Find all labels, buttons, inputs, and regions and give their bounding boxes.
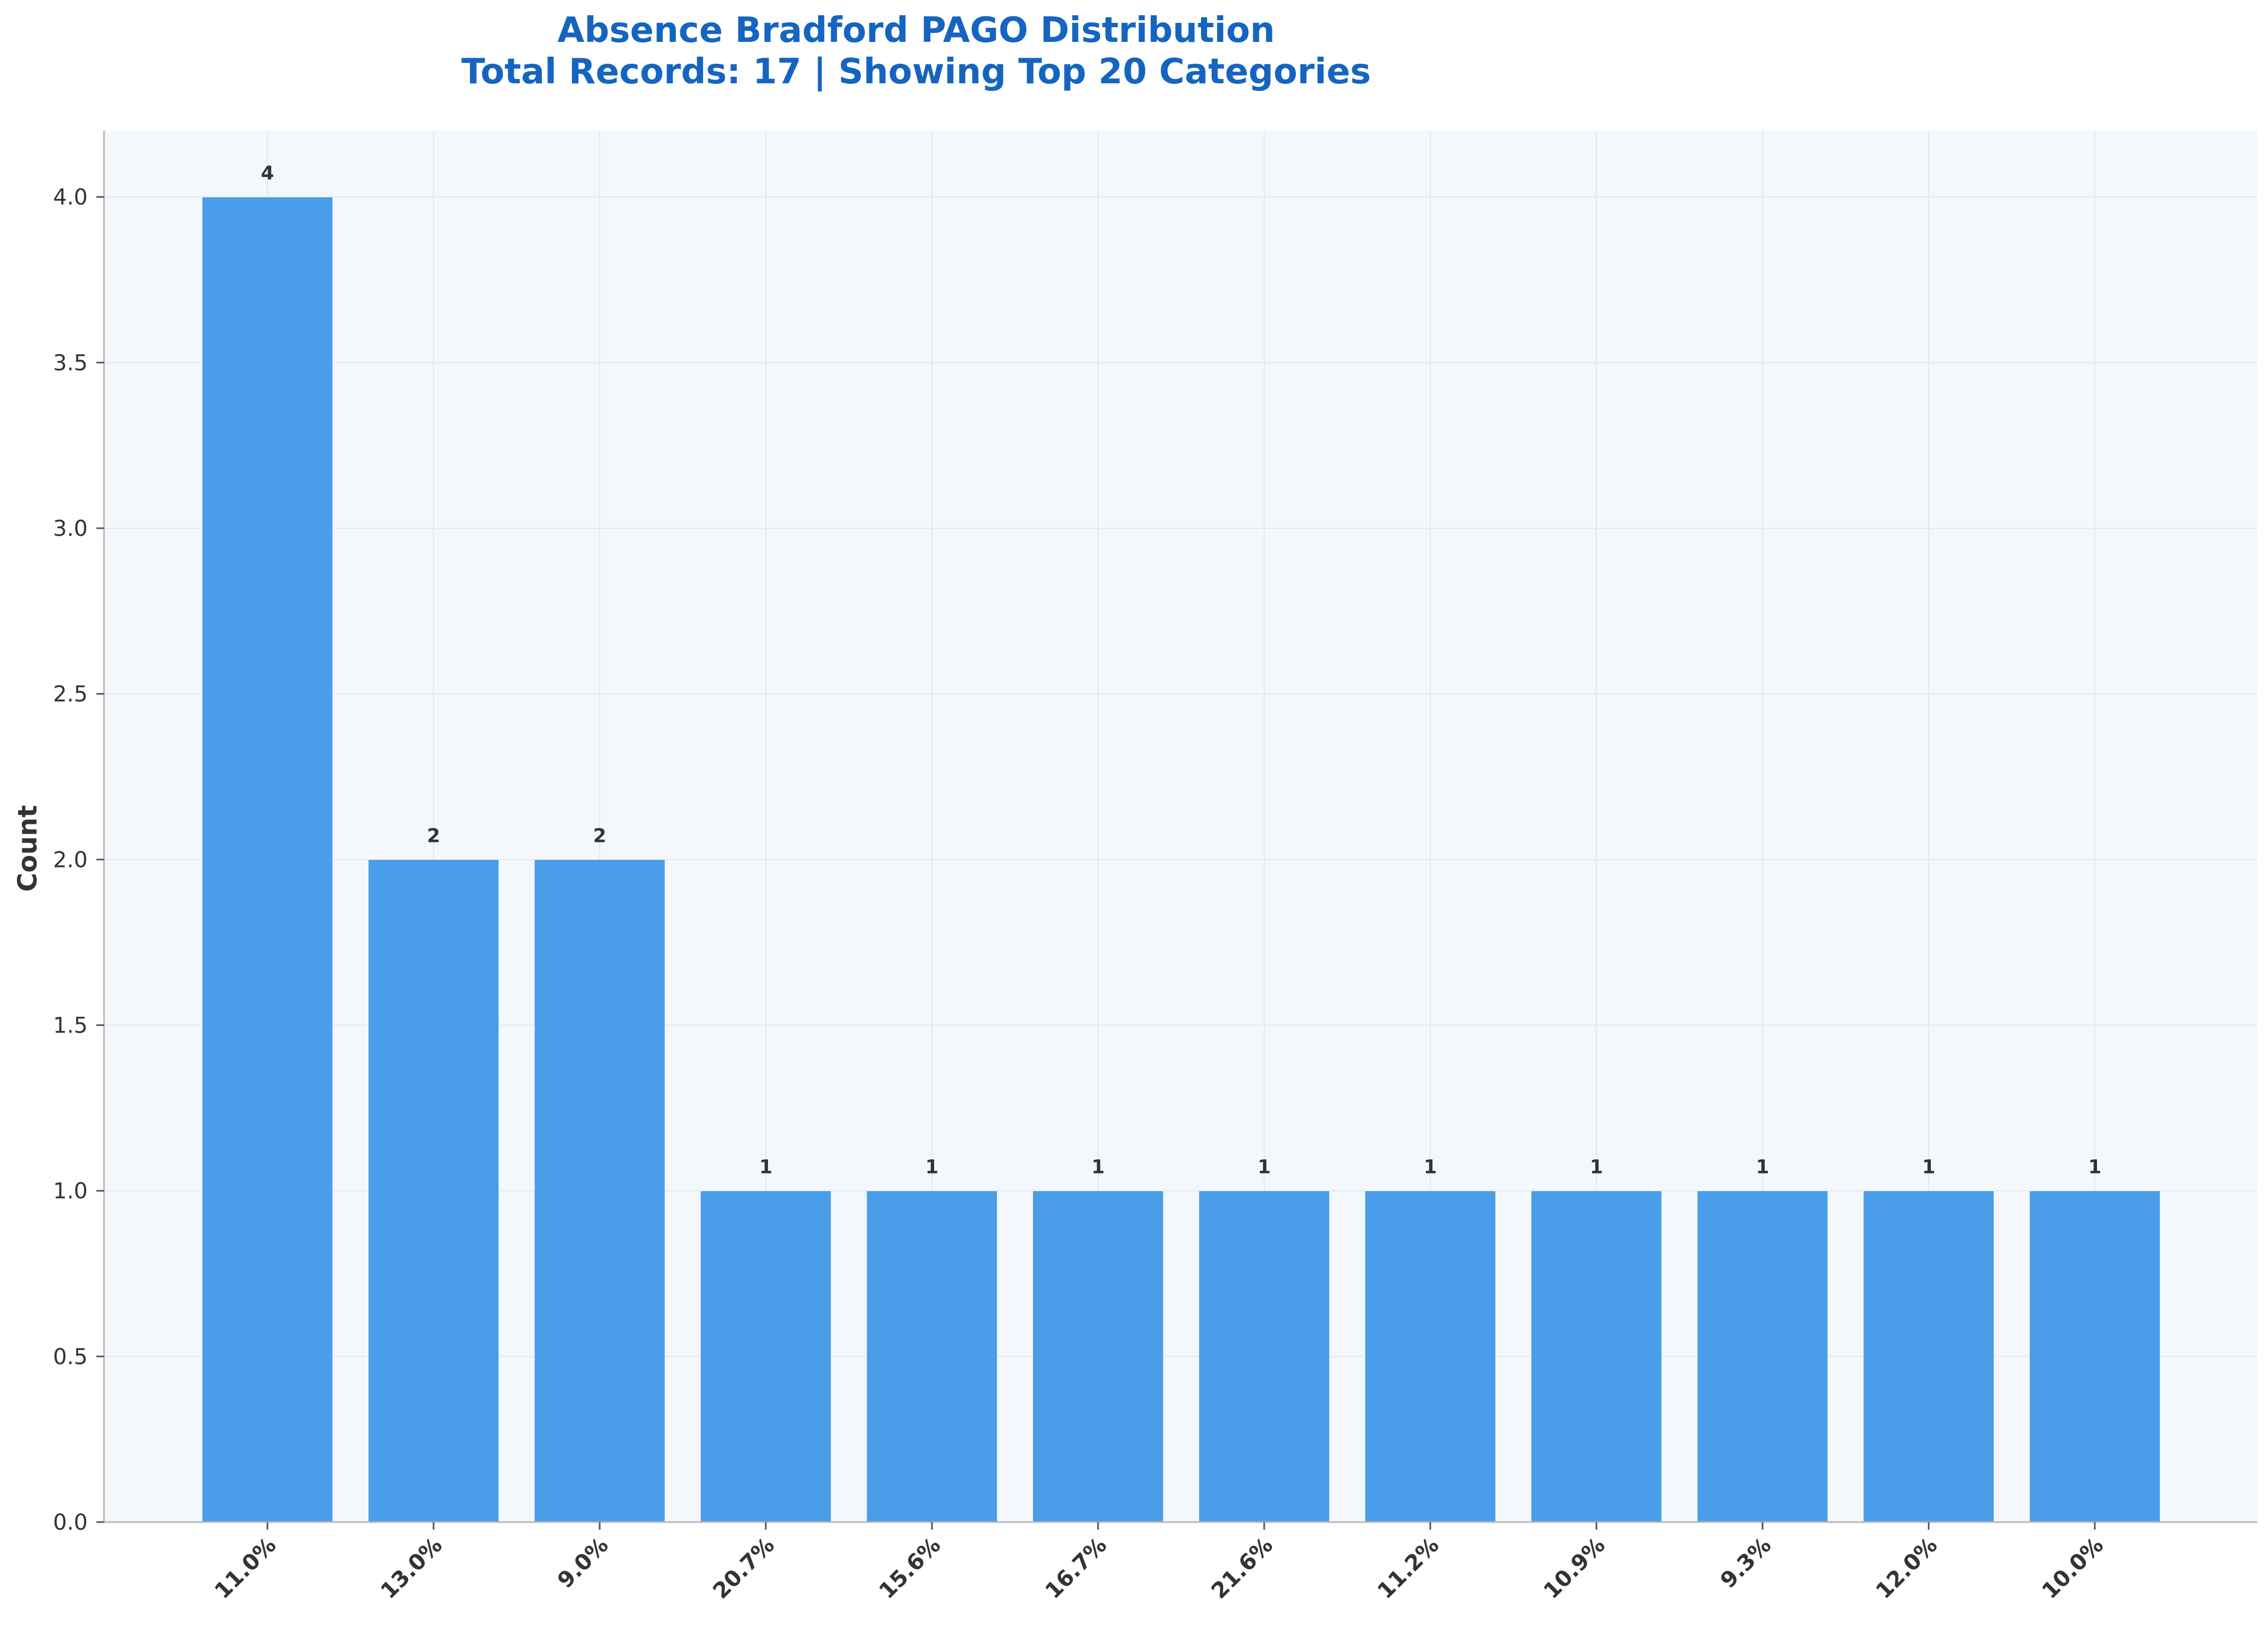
x-tick-label: 20.7% [708, 1533, 779, 1604]
bar [866, 1190, 998, 1523]
bar-value-label: 1 [1424, 1157, 1437, 1178]
bar [1531, 1190, 1662, 1523]
bar-value-label: 2 [427, 825, 440, 847]
x-tick-label: 16.7% [1040, 1533, 1112, 1604]
bar [368, 859, 499, 1523]
bar-value-label: 1 [1756, 1157, 1769, 1178]
bar-value-label: 4 [261, 163, 274, 185]
x-tick-label: 10.9% [1539, 1533, 1610, 1604]
y-tick-label: 3.5 [53, 351, 88, 376]
chart-subtitle: Total Records: 17 | Showing Top 20 Categ… [461, 52, 1371, 92]
x-tick-label: 15.6% [874, 1533, 946, 1604]
y-ticks: 0.0 0.5 1.0 1.5 2.0 2.5 3.0 3.5 4.0 [53, 185, 104, 1535]
y-tick-label: 2.5 [53, 682, 88, 707]
bar [700, 1190, 832, 1523]
bar-value-label: 1 [759, 1157, 772, 1178]
bar-value-label: 1 [1590, 1157, 1603, 1178]
bar-value-label: 1 [2088, 1157, 2101, 1178]
bar [1697, 1190, 1828, 1523]
bar-value-label: 1 [1258, 1157, 1271, 1178]
bar-value-labels: 4 2 2 1 1 1 1 1 1 1 1 1 [261, 163, 2101, 1178]
bar [202, 197, 333, 1523]
x-tick-label: 9.0% [553, 1533, 613, 1593]
x-tick-label: 11.0% [210, 1533, 281, 1604]
y-tick-label: 2.0 [53, 847, 88, 872]
y-tick-label: 0.0 [53, 1510, 88, 1535]
x-tick-label: 10.0% [2037, 1533, 2108, 1604]
chart-title: Absence Bradford PAGO Distribution [557, 10, 1275, 51]
bar [1032, 1190, 1164, 1523]
x-ticks: 11.0% 13.0% 9.0% 20.7% 15.6% 16.7% 21.6% 11.2% 1… [210, 1522, 2108, 1604]
y-axis-title: Count [13, 805, 43, 892]
bar [2029, 1190, 2161, 1523]
bar-value-label: 1 [925, 1157, 938, 1178]
x-tick-label: 11.2% [1373, 1533, 1444, 1604]
bar-value-label: 1 [1092, 1157, 1105, 1178]
bar-value-label: 1 [1922, 1157, 1935, 1178]
x-tick-label: 13.0% [376, 1533, 447, 1604]
bar [534, 859, 666, 1523]
x-tick-label: 21.6% [1206, 1533, 1278, 1604]
bar [1863, 1190, 1995, 1523]
bars [202, 197, 2161, 1523]
y-tick-label: 4.0 [53, 185, 88, 210]
y-tick-label: 0.5 [53, 1345, 88, 1370]
y-tick-label: 1.0 [53, 1179, 88, 1204]
y-tick-label: 1.5 [53, 1013, 88, 1038]
bar [1198, 1190, 1330, 1523]
y-tick-label: 3.0 [53, 516, 88, 541]
x-tick-label: 12.0% [1871, 1533, 1942, 1604]
bar-value-label: 2 [593, 825, 606, 847]
x-tick-label: 9.3% [1716, 1533, 1776, 1593]
bar [1364, 1190, 1496, 1523]
